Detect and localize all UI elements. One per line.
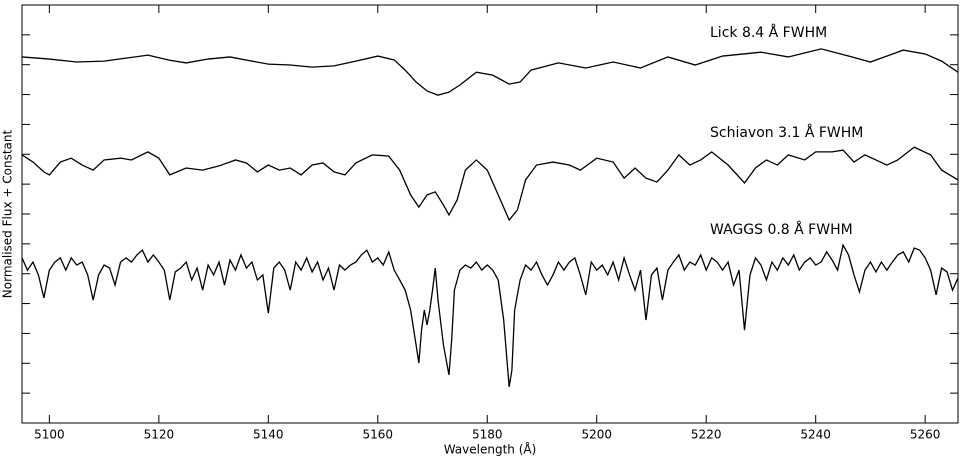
x-tick-label: 5120 <box>144 428 175 442</box>
series-label: Lick 8.4 Å FWHM <box>710 24 827 41</box>
spectrum-line <box>21 48 959 96</box>
plot-frame <box>21 4 959 424</box>
x-tick-label: 5220 <box>691 428 722 442</box>
spectrum-line <box>21 243 959 387</box>
x-tick-label: 5140 <box>253 428 284 442</box>
y-axis-label: Normalised Flux + Constant <box>1 130 15 299</box>
x-tick-label: 5180 <box>472 428 503 442</box>
x-tick-label: 5160 <box>363 428 394 442</box>
spectrum-line <box>21 146 959 222</box>
x-tick-label: 5240 <box>800 428 831 442</box>
x-tick-label: 5260 <box>910 428 941 442</box>
series-label: WAGGS 0.8 Å FWHM <box>710 221 853 238</box>
series-label: Schiavon 3.1 Å FWHM <box>710 124 863 141</box>
x-tick-label: 5100 <box>34 428 65 442</box>
x-axis-label: Wavelength (Å) <box>444 442 537 457</box>
x-tick-label: 5200 <box>581 428 612 442</box>
